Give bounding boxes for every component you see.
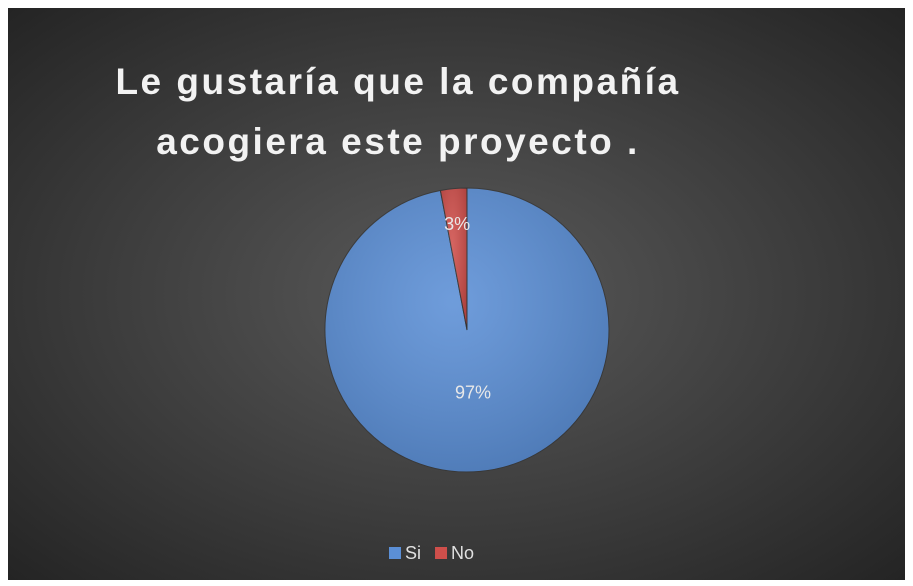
legend-label: No <box>451 543 474 563</box>
chart-title: Le gustaría que la compañía acogiera est… <box>115 61 681 162</box>
data-label: 3% <box>444 214 470 234</box>
data-label: 97% <box>455 382 491 402</box>
legend-swatch <box>435 547 448 559</box>
legend-swatch <box>389 547 401 559</box>
legend-label: Si <box>405 543 421 563</box>
chart-area: 97% 3% Si No Le gustaría que la compañía ac… <box>8 8 905 580</box>
